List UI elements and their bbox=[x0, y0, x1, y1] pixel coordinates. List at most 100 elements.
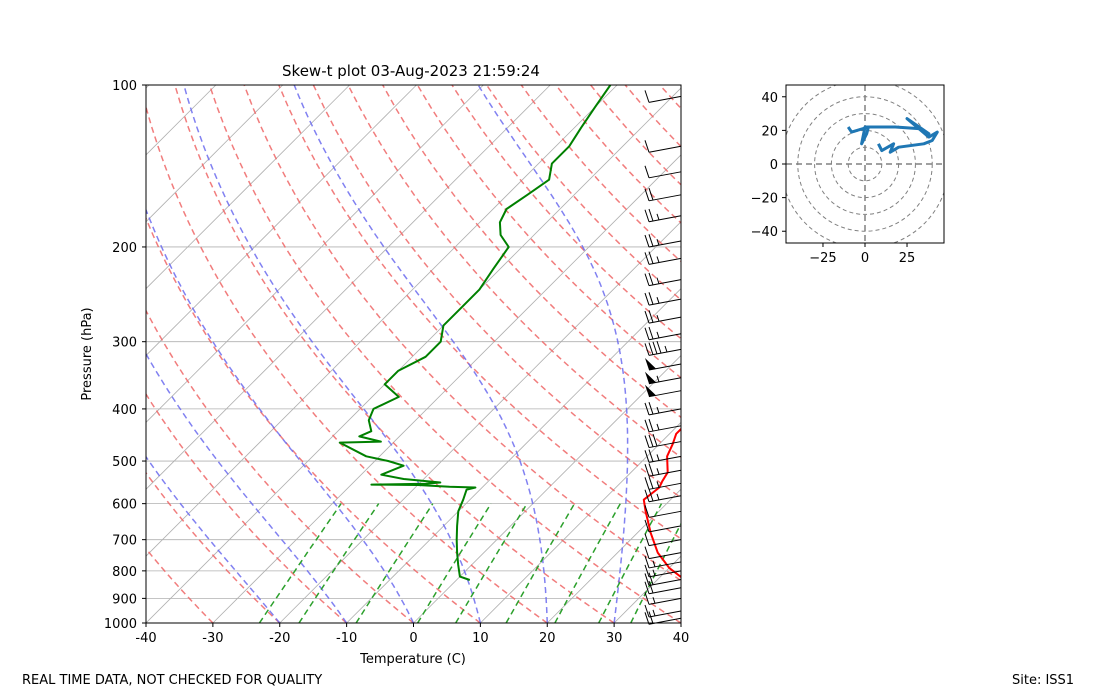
wind-barb-shaft bbox=[648, 469, 682, 477]
wind-barb bbox=[644, 519, 682, 533]
hodograph-rings bbox=[786, 85, 944, 243]
dry-adiabat-line bbox=[555, 85, 681, 224]
hodograph-x-tick-label: 0 bbox=[861, 251, 869, 266]
x-tick-label: -30 bbox=[202, 631, 223, 646]
wind-barb-flag bbox=[648, 310, 654, 323]
wind-barb-shaft bbox=[648, 578, 682, 586]
wind-barb-half-flag bbox=[652, 597, 656, 604]
wind-barb-flag bbox=[644, 519, 650, 533]
wind-barb-flag bbox=[648, 418, 654, 432]
wind-barb-shaft bbox=[648, 145, 682, 153]
wind-barb bbox=[644, 564, 682, 578]
wind-barb bbox=[644, 580, 682, 595]
hodograph-trace bbox=[846, 117, 939, 154]
dry-adiabat-line bbox=[659, 85, 681, 110]
wind-barb-half-flag bbox=[656, 277, 660, 284]
skewt-title: Skew-t plot 03-Aug-2023 21:59:24 bbox=[282, 62, 540, 80]
wind-barb-shaft bbox=[648, 552, 682, 560]
moist-adiabat-line bbox=[477, 85, 629, 623]
dry-adiabat-line bbox=[520, 85, 681, 263]
wind-barb-half-flag bbox=[656, 468, 660, 475]
wind-barb-flag bbox=[648, 251, 654, 264]
wind-barb bbox=[644, 488, 682, 503]
wind-barb-shaft bbox=[648, 363, 682, 371]
wind-barb bbox=[644, 140, 682, 153]
wind-barb-shaft bbox=[648, 441, 682, 449]
wind-barb-flag bbox=[644, 489, 650, 502]
x-tick-label: 30 bbox=[606, 631, 623, 646]
wind-barb-shaft bbox=[648, 408, 682, 416]
wind-barb bbox=[644, 340, 682, 356]
wind-barb bbox=[644, 272, 682, 287]
wind-barb-half-flag bbox=[664, 345, 668, 353]
wind-barb-half-flag bbox=[652, 569, 656, 576]
wind-barb-flag bbox=[648, 488, 654, 502]
wind-barb bbox=[644, 572, 682, 586]
isotherm-line bbox=[146, 85, 417, 357]
wind-barb bbox=[644, 187, 682, 202]
isotherm-line bbox=[613, 555, 681, 623]
wind-barbs bbox=[644, 90, 682, 625]
isotherm-line bbox=[146, 85, 551, 490]
x-tick-label: 10 bbox=[472, 631, 489, 646]
y-tick-label: 100 bbox=[112, 79, 137, 94]
hodograph-y-tick-label: 0 bbox=[770, 158, 778, 173]
wind-barb-shaft bbox=[648, 215, 682, 223]
wind-barb-flag bbox=[644, 546, 650, 559]
x-tick-label: -20 bbox=[269, 631, 290, 646]
wind-barb-shaft bbox=[648, 561, 682, 569]
mixing-ratio-line bbox=[298, 503, 380, 623]
isotherm-line bbox=[0, 85, 15, 623]
wind-barb-flag bbox=[644, 234, 650, 248]
wind-barb-shaft bbox=[648, 279, 682, 287]
hodograph-y-tick-label: −40 bbox=[751, 225, 778, 240]
wind-barb-shaft bbox=[648, 455, 682, 463]
mixing-ratio-line bbox=[258, 503, 342, 623]
wind-barb bbox=[645, 384, 682, 398]
wind-barb-flag bbox=[648, 463, 654, 476]
quality-disclaimer: REAL TIME DATA, NOT CHECKED FOR QUALITY bbox=[22, 673, 323, 688]
dry-adiabat-line bbox=[729, 85, 1100, 623]
wind-barb-half-flag bbox=[656, 331, 660, 339]
wind-barb-flag bbox=[648, 292, 654, 305]
wind-barb-flag bbox=[644, 292, 650, 306]
moist-adiabat-line bbox=[146, 207, 415, 623]
mixing-ratio-line bbox=[598, 503, 663, 623]
wind-barb-flag bbox=[644, 310, 650, 324]
wind-barb-half-flag bbox=[656, 213, 660, 221]
wind-barb-half-flag bbox=[652, 609, 656, 617]
wind-barb bbox=[644, 592, 682, 605]
wind-barb bbox=[644, 449, 682, 463]
skewt-y-label: Pressure (hPa) bbox=[80, 307, 95, 400]
y-tick-label: 1000 bbox=[104, 617, 137, 632]
wind-barb-half-flag bbox=[656, 315, 660, 322]
wind-barb-flag bbox=[648, 187, 654, 201]
hodograph-y-ticks: −40 −20 0 20 40 bbox=[751, 91, 786, 240]
wind-barb-flag bbox=[648, 234, 654, 247]
isotherm-line bbox=[212, 154, 681, 623]
wind-barb-flag bbox=[648, 434, 654, 447]
wind-barb-flag bbox=[648, 326, 654, 340]
isotherm-line bbox=[480, 421, 681, 623]
dry-adiabat-line bbox=[416, 85, 681, 379]
y-tick-label: 800 bbox=[112, 565, 137, 580]
x-tick-label: -40 bbox=[135, 631, 156, 646]
y-tick-label: 200 bbox=[112, 241, 137, 256]
x-tick-label: 0 bbox=[409, 631, 417, 646]
wind-barb-flag bbox=[656, 340, 662, 354]
wind-barb bbox=[644, 505, 682, 518]
moist-adiabat-line bbox=[680, 619, 681, 623]
wind-barb-shaft bbox=[648, 510, 682, 518]
wind-barb-flag bbox=[648, 342, 654, 355]
dry-adiabat-line bbox=[146, 216, 481, 623]
x-tick-label: 40 bbox=[673, 631, 690, 646]
dry-adiabat-line bbox=[347, 85, 681, 459]
mixing-ratio-line bbox=[630, 522, 681, 623]
wind-barb bbox=[644, 251, 682, 265]
skewt-panel: Skew-t plot 03-Aug-2023 21:59:24 -40 -30 -… bbox=[0, 62, 1100, 667]
wind-barb-flag bbox=[644, 604, 650, 618]
dry-adiabat-line bbox=[146, 392, 348, 623]
wind-barb-pennant bbox=[645, 371, 656, 384]
wind-barb-flag bbox=[652, 341, 658, 355]
y-tick-label: 400 bbox=[112, 403, 137, 418]
